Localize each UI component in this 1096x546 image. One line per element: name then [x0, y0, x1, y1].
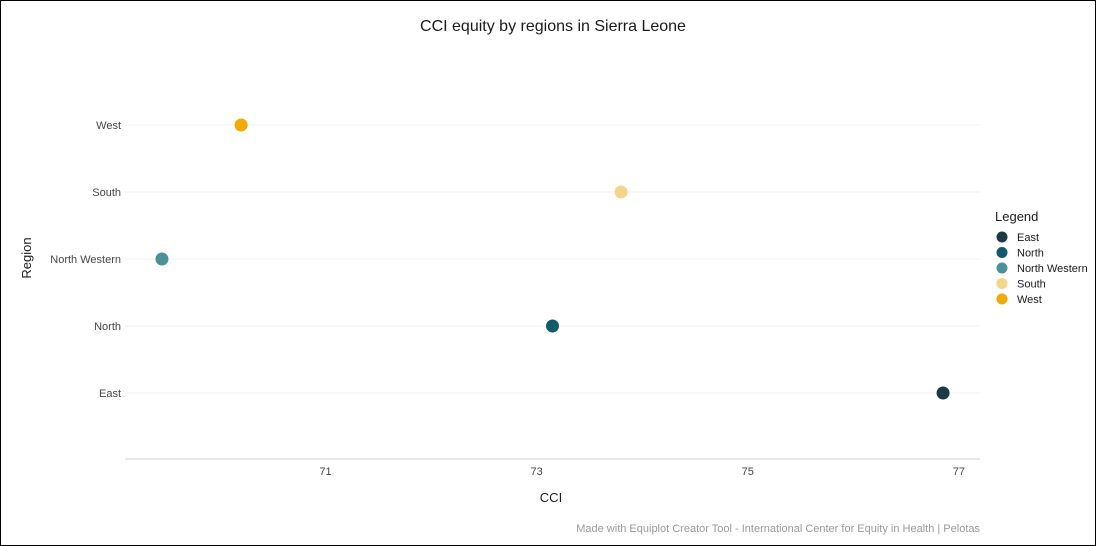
x-tick-label: 71 [319, 466, 331, 478]
x-tick-label: 73 [531, 466, 543, 478]
legend-key [996, 293, 1008, 305]
legend-key [996, 262, 1008, 274]
point-east [936, 386, 950, 400]
point-west [234, 118, 248, 132]
legend: Legend East North North Western South West [995, 209, 1088, 306]
x-axis-ticks: 71 73 75 77 [319, 466, 965, 478]
legend-key [996, 278, 1008, 289]
y-axis-ticks: West South North Western North East [50, 120, 121, 400]
legend-label: North Western [1017, 263, 1088, 275]
legend-label: North [1017, 248, 1044, 260]
legend-label: West [1017, 294, 1042, 306]
point-north-western [155, 252, 169, 266]
y-tick-label: West [96, 120, 121, 132]
chart-title: CCI equity by regions in Sierra Leone [420, 18, 686, 35]
y-tick-label: South [92, 187, 121, 199]
legend-label: South [1017, 279, 1046, 291]
point-south [614, 185, 628, 199]
legend-label: East [1017, 232, 1039, 244]
data-points [155, 118, 950, 400]
y-axis-label: Region [19, 237, 34, 278]
y-tick-label: North [94, 321, 121, 333]
grid-lines [125, 124, 980, 394]
legend-key [996, 247, 1008, 258]
legend-key [996, 231, 1008, 243]
point-north [546, 319, 559, 333]
x-tick-label: 75 [742, 466, 754, 478]
x-tick-label: 77 [953, 466, 965, 478]
x-axis-label: CCI [540, 490, 562, 505]
y-tick-label: East [99, 388, 121, 400]
caption: Made with Equiplot Creator Tool - Intern… [576, 523, 980, 535]
legend-title: Legend [995, 209, 1038, 224]
y-tick-label: North Western [50, 254, 121, 266]
